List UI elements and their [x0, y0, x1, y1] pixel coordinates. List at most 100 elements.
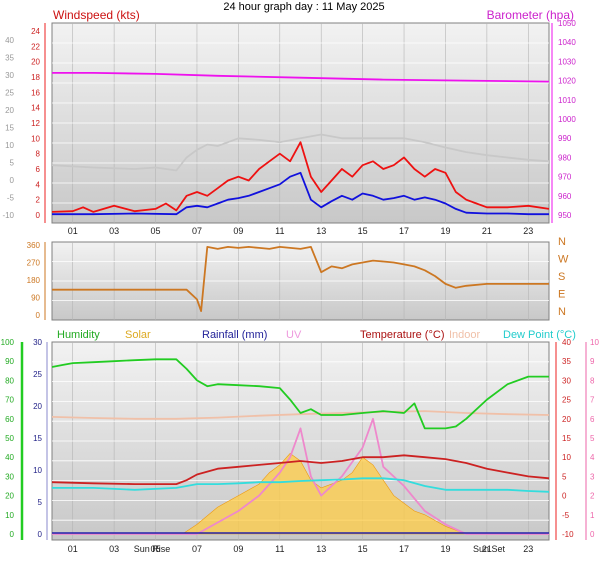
direction-tick-label: 360: [27, 241, 41, 250]
wind-tick-label: 10: [31, 134, 40, 143]
baro-tick-label: 1000: [558, 115, 576, 124]
temp-tick-label: 30: [562, 376, 571, 385]
compass-tick-label: N: [558, 236, 566, 248]
sensor-legend-label: Rainfall (mm): [202, 329, 267, 341]
x-tick-label: 01: [68, 544, 78, 554]
grey-line: [51, 133, 550, 172]
wind-tick-label: 6: [36, 165, 41, 174]
wind-tick-label: 20: [31, 58, 40, 67]
sunrise-label: Sun Rise: [134, 544, 171, 554]
outer-tick-label: 35: [5, 54, 14, 63]
uv-tick-label: 9: [590, 357, 595, 366]
x-tick-label: 05: [151, 226, 161, 236]
wind-direction-line: [52, 245, 549, 313]
dewpoint-line: [52, 477, 550, 493]
x-tick-label: 23: [523, 226, 533, 236]
compass-tick-label: W: [558, 254, 569, 266]
baro-tick-label: 970: [558, 173, 572, 182]
direction-tick-label: 90: [31, 294, 40, 303]
wind-tick-label: 12: [31, 119, 40, 128]
wind-tick-label: 22: [31, 42, 40, 51]
baro-tick-label: 1010: [558, 96, 576, 105]
humidity-tick-label: 0: [10, 530, 15, 539]
wind-tick-label: 18: [31, 73, 40, 82]
humidity-tick-label: 50: [5, 434, 14, 443]
baro-tick-label: 960: [558, 192, 572, 201]
rain-tick-label: 0: [38, 530, 43, 539]
x-tick-label: 21: [482, 226, 492, 236]
x-tick-label: 03: [109, 544, 119, 554]
rain-tick-label: 5: [38, 498, 43, 507]
x-tick-label: 17: [399, 226, 409, 236]
baro-tick-label: 1020: [558, 77, 576, 86]
humidity-line: [51, 358, 549, 430]
outer-tick-label: 30: [5, 71, 14, 80]
compass-tick-label: S: [558, 271, 565, 283]
temperature-line: [51, 454, 550, 486]
chart-title: 24 hour graph day : 11 May 2025: [223, 1, 384, 13]
x-tick-label: 23: [523, 544, 533, 554]
x-tick-label: 05: [151, 544, 161, 554]
x-tick-label: 01: [68, 226, 78, 236]
sunset-label: Sun Set: [473, 544, 506, 554]
uv-tick-label: 4: [590, 453, 595, 462]
rain-tick-label: 30: [33, 338, 42, 347]
temp-tick-label: 35: [562, 357, 571, 366]
baro-tick-label: 1040: [558, 38, 576, 47]
outer-tick-label: 10: [5, 141, 14, 150]
temp-tick-label: -5: [562, 511, 570, 520]
x-tick-label: 13: [316, 544, 326, 554]
x-tick-label: 09: [233, 544, 243, 554]
outer-tick-label: -10: [2, 211, 14, 220]
uv-tick-label: 0: [590, 530, 595, 539]
humidity-tick-label: 100: [1, 338, 15, 347]
temp-tick-label: 0: [562, 492, 567, 501]
outer-tick-label: 25: [5, 89, 14, 98]
baro-tick-label: 950: [558, 211, 572, 220]
uv-tick-label: 3: [590, 472, 595, 481]
indoor-line: [51, 410, 550, 420]
x-tick-label: 07: [192, 226, 202, 236]
humidity-tick-label: 80: [5, 376, 14, 385]
x-tick-label: 21: [482, 544, 492, 554]
wind-tick-label: 2: [36, 196, 41, 205]
temp-tick-label: 5: [562, 472, 567, 481]
sensor-legend-label: Temperature (°C): [360, 329, 444, 341]
windspeed-line: [51, 141, 550, 213]
temp-tick-label: 25: [562, 396, 571, 405]
uv-tick-label: 10: [590, 338, 599, 347]
x-tick-label: 11: [275, 226, 284, 236]
humidity-tick-label: 60: [5, 415, 14, 424]
uv-line: [52, 417, 549, 535]
sensor-legend-label: Dew Point (°C): [503, 329, 576, 341]
wind-tick-label: 4: [36, 180, 41, 189]
direction-tick-label: 0: [36, 311, 41, 320]
wind-axis-title: Windspeed (kts): [53, 8, 140, 22]
wind-tick-label: 16: [31, 88, 40, 97]
temp-tick-label: 20: [562, 415, 571, 424]
sensor-legend-label: Humidity: [57, 329, 100, 341]
outer-tick-label: 20: [5, 106, 14, 115]
barometer-line: [52, 72, 550, 83]
outer-tick-label: -5: [7, 194, 15, 203]
temp-tick-label: 10: [562, 453, 571, 462]
rain-tick-label: 25: [33, 370, 42, 379]
wind-tick-label: 8: [36, 150, 41, 159]
solar-area: [52, 452, 549, 535]
wind-tick-label: 14: [31, 104, 40, 113]
uv-tick-label: 1: [590, 511, 595, 520]
uv-tick-label: 6: [590, 415, 595, 424]
rain-tick-label: 15: [33, 434, 42, 443]
direction-tick-label: 270: [27, 259, 41, 268]
compass-tick-label: E: [558, 289, 565, 301]
uv-tick-label: 7: [590, 396, 595, 405]
baro-tick-label: 1050: [558, 19, 576, 28]
compass-tick-label: N: [558, 306, 566, 318]
baro-tick-label: 1030: [558, 57, 576, 66]
sensor-legend-label: Indoor: [449, 329, 481, 341]
x-tick-label: 13: [316, 226, 326, 236]
outer-tick-label: 5: [10, 159, 15, 168]
uv-tick-label: 5: [590, 434, 595, 443]
outer-tick-label: 15: [5, 124, 14, 133]
